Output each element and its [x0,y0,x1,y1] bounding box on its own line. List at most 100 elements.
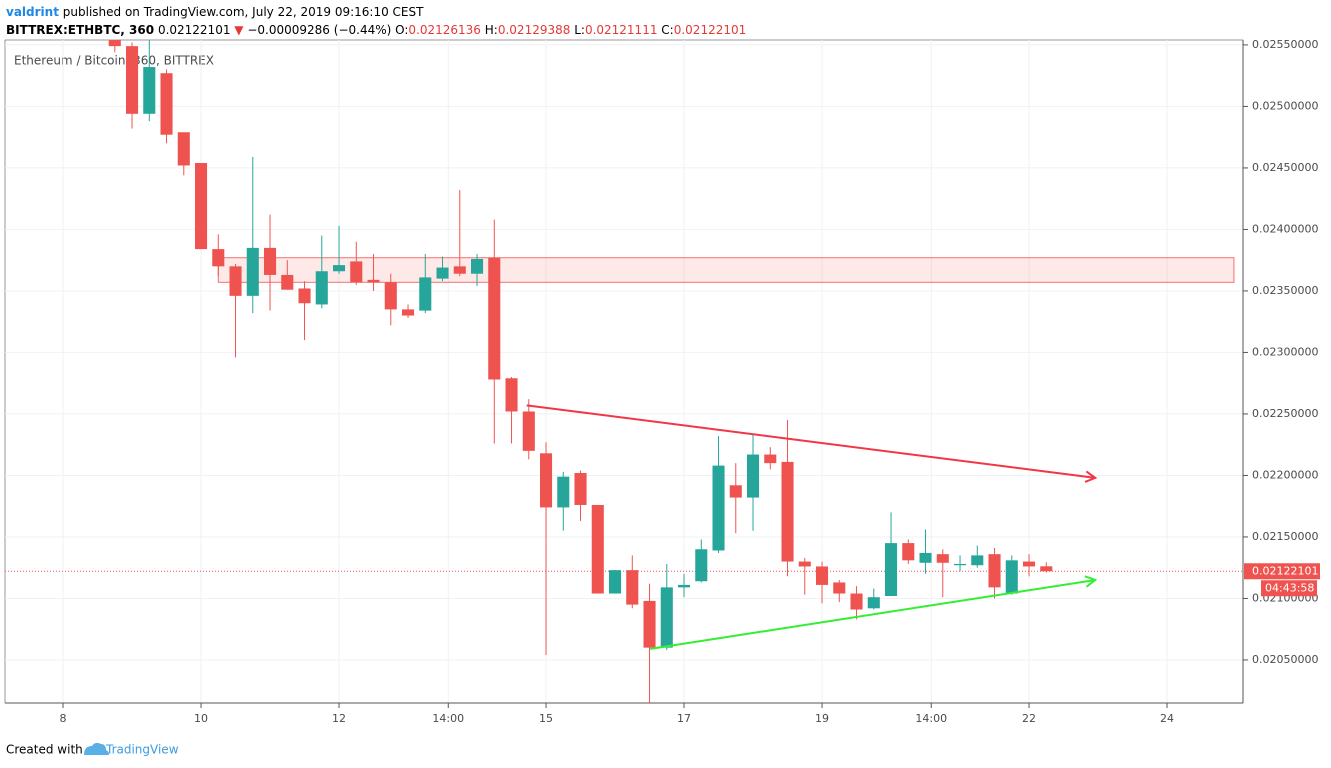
x-tick-label: 8 [60,712,67,725]
candle-body [798,561,811,567]
x-tick-label: 22 [1022,712,1036,725]
candle-body [574,472,587,505]
candle-body [1022,561,1036,567]
candle-body [919,552,932,563]
candle-body [729,485,742,498]
candle-body [453,266,466,274]
publisher: valdrint [6,5,59,19]
y-tick-label: 0.02150000 [1252,530,1318,543]
candle-body [298,288,311,304]
candle-body [746,454,760,498]
candle-body [591,504,604,594]
candle-body [643,600,656,648]
candle-body [401,309,415,316]
y-tick-label: 0.02550000 [1252,38,1318,51]
x-tick-label: 15 [539,712,553,725]
last-price: 0.02122101 [158,23,231,37]
candle-body [608,570,622,594]
ohlc-value: 0.02126136 [408,23,481,37]
plot-area [4,39,1244,704]
candle-body [781,461,794,562]
candle-body [143,67,156,114]
ohlc-value: 0.02122101 [674,23,747,37]
symbol-line: BITTREX:ETHBTC, 360 0.02122101 ▼ −0.0000… [6,23,746,37]
candle-body [125,46,139,114]
candle-body [436,267,449,279]
candle-body [160,73,173,135]
candle-body [557,476,570,508]
y-tick-label: 0.02500000 [1252,99,1318,112]
header-line: valdrint published on TradingView.com, J… [6,5,424,19]
price-tag-box [1244,563,1320,580]
footer: Created with TradingView [6,743,179,757]
candle-body [884,543,898,596]
candle-body [246,247,259,296]
price-tag: 0.02122101 [1252,564,1318,577]
candle-body [229,266,242,296]
symbol: BITTREX:ETHBTC, 360 [6,23,154,37]
ohlc-value: 0.02121111 [585,23,658,37]
x-tick-label: 17 [677,712,691,725]
legend: Ethereum / Bitcoin, 360, BITTREX [14,54,214,68]
candle-body [902,543,915,561]
countdown-box [1261,580,1317,597]
candle-body [177,132,190,166]
candle-body [505,378,518,412]
candle-body [815,566,829,585]
y-tick-label: 0.02350000 [1252,284,1318,297]
y-tick-label: 0.02050000 [1252,653,1318,666]
published: published on TradingView.com, July 22, 2… [63,5,424,19]
ohlc-label: H: [485,23,498,37]
resistance-zone [217,257,1235,283]
candle-body [522,411,535,451]
candle-body [332,265,346,272]
candle-body [263,247,277,275]
candle-body [626,570,639,605]
y-tick-label: 0.02450000 [1252,161,1318,174]
candle-body [488,257,501,380]
ohlc-label: L: [574,23,585,37]
x-tick-label: 19 [815,712,829,725]
candle-body [988,554,1001,588]
candle-body [695,549,708,582]
candle-body [419,277,432,311]
footer-brand: TradingView [105,743,179,757]
candle-body [315,271,328,305]
candle-body [833,582,846,594]
candle-body [470,258,484,274]
candle-body [212,249,225,267]
ohlc-label: C: [661,23,673,37]
countdown: 04:43:58 [1265,581,1314,594]
candle-body [1005,560,1018,594]
footer-text: Created with [6,743,83,757]
x-tick-label: 14:00 [915,712,947,725]
candle-body [764,454,777,464]
y-tick-label: 0.02250000 [1252,407,1318,420]
candle-body [384,282,397,310]
candle-body [194,163,208,250]
candle-body [281,274,294,290]
candle-body [971,555,984,566]
candle-body [953,564,967,566]
y-tick-label: 0.02300000 [1252,345,1318,358]
x-tick-label: 14:00 [432,712,464,725]
candle-body [936,554,949,563]
down-arrow: ▼ [234,23,244,37]
arrow-head [1084,470,1098,483]
y-tick-label: 0.02400000 [1252,222,1318,235]
change: −0.00009286 (−0.44%) [247,23,391,37]
x-tick-label: 24 [1160,712,1174,725]
candle-body [350,261,363,283]
ohlc-label: O: [395,23,408,37]
trendline [650,579,1096,650]
plot-layer [5,40,1243,703]
x-tick-label: 12 [332,712,346,725]
candle-body [660,587,673,648]
trendline [526,404,1096,479]
candle-body [108,40,121,47]
ohlc-value: 0.02129388 [498,23,571,37]
x-tick-label: 10 [194,712,208,725]
candle-body [1040,566,1053,572]
y-tick-label: 0.02200000 [1252,468,1318,481]
